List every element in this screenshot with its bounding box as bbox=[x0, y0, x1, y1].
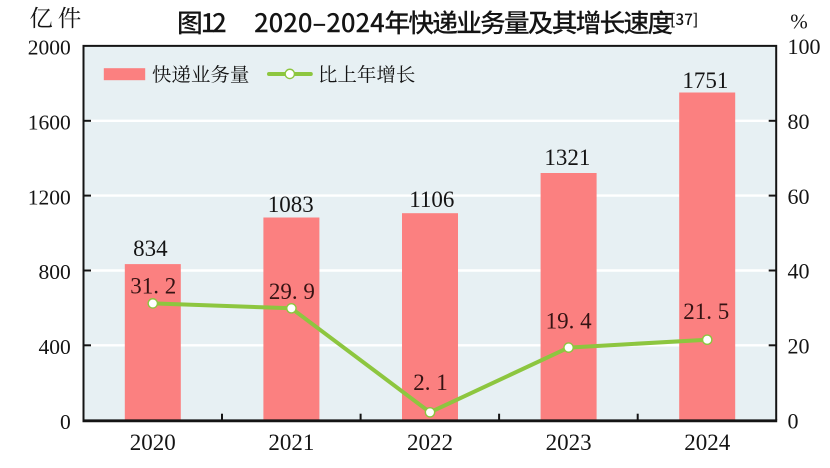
svg-text:40: 40 bbox=[788, 259, 810, 284]
svg-text:1751: 1751 bbox=[682, 68, 728, 93]
svg-text:834: 834 bbox=[133, 236, 168, 261]
svg-text:2024: 2024 bbox=[684, 430, 731, 455]
svg-text:60: 60 bbox=[788, 184, 810, 209]
svg-text:31. 2: 31. 2 bbox=[130, 274, 176, 299]
svg-text:1321: 1321 bbox=[544, 145, 590, 170]
svg-text:20: 20 bbox=[788, 334, 810, 359]
svg-text:80: 80 bbox=[788, 109, 810, 134]
svg-text:21. 5: 21. 5 bbox=[683, 299, 729, 324]
svg-text:2022: 2022 bbox=[407, 430, 453, 455]
svg-text:%: % bbox=[790, 9, 808, 33]
svg-text:2. 1: 2. 1 bbox=[413, 370, 448, 395]
svg-text:1600: 1600 bbox=[28, 111, 71, 135]
svg-text:1083: 1083 bbox=[268, 192, 314, 217]
svg-text:29. 9: 29. 9 bbox=[269, 279, 315, 304]
svg-text:2023: 2023 bbox=[546, 430, 592, 455]
svg-text:2020: 2020 bbox=[130, 430, 176, 455]
svg-text:2000: 2000 bbox=[28, 36, 71, 60]
svg-text:19. 4: 19. 4 bbox=[546, 309, 593, 334]
svg-text:0: 0 bbox=[60, 410, 71, 434]
svg-text:800: 800 bbox=[39, 260, 71, 284]
svg-text:400: 400 bbox=[39, 335, 71, 359]
svg-text:2021: 2021 bbox=[268, 430, 314, 455]
svg-text:0: 0 bbox=[788, 408, 799, 433]
svg-text:1200: 1200 bbox=[28, 185, 71, 209]
svg-text:1106: 1106 bbox=[409, 187, 454, 212]
svg-text:100: 100 bbox=[788, 34, 821, 59]
